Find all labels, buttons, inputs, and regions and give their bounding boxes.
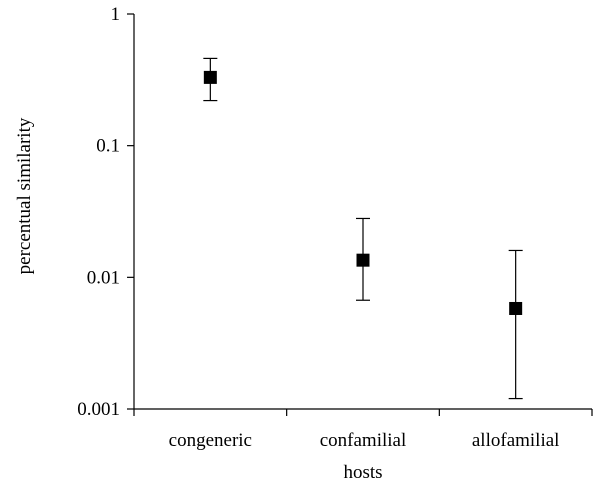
x-tick-labels: congeneric confamilial allofamilial <box>169 430 560 451</box>
x-tick-label: allofamilial <box>472 430 560 451</box>
markers <box>203 70 523 315</box>
x-tick-label: congeneric <box>169 430 252 451</box>
data-point <box>203 70 217 84</box>
y-axis-label: percentual similarity <box>14 117 35 274</box>
error-bar <box>508 249 523 400</box>
y-ticks <box>127 13 134 410</box>
x-tick-label: confamilial <box>320 430 407 451</box>
y-tick-label: 0.01 <box>87 267 120 288</box>
y-tick-labels: 1 0.1 0.01 0.001 <box>77 4 120 420</box>
x-ticks <box>133 409 593 416</box>
data-point <box>356 253 370 267</box>
y-tick-label: 1 <box>111 4 121 25</box>
error-bars <box>203 57 523 400</box>
y-tick-label: 0.001 <box>77 399 120 420</box>
data-point <box>509 301 523 315</box>
axes <box>133 14 592 410</box>
y-tick-label: 0.1 <box>96 136 120 157</box>
x-axis-label: hosts <box>343 462 382 483</box>
